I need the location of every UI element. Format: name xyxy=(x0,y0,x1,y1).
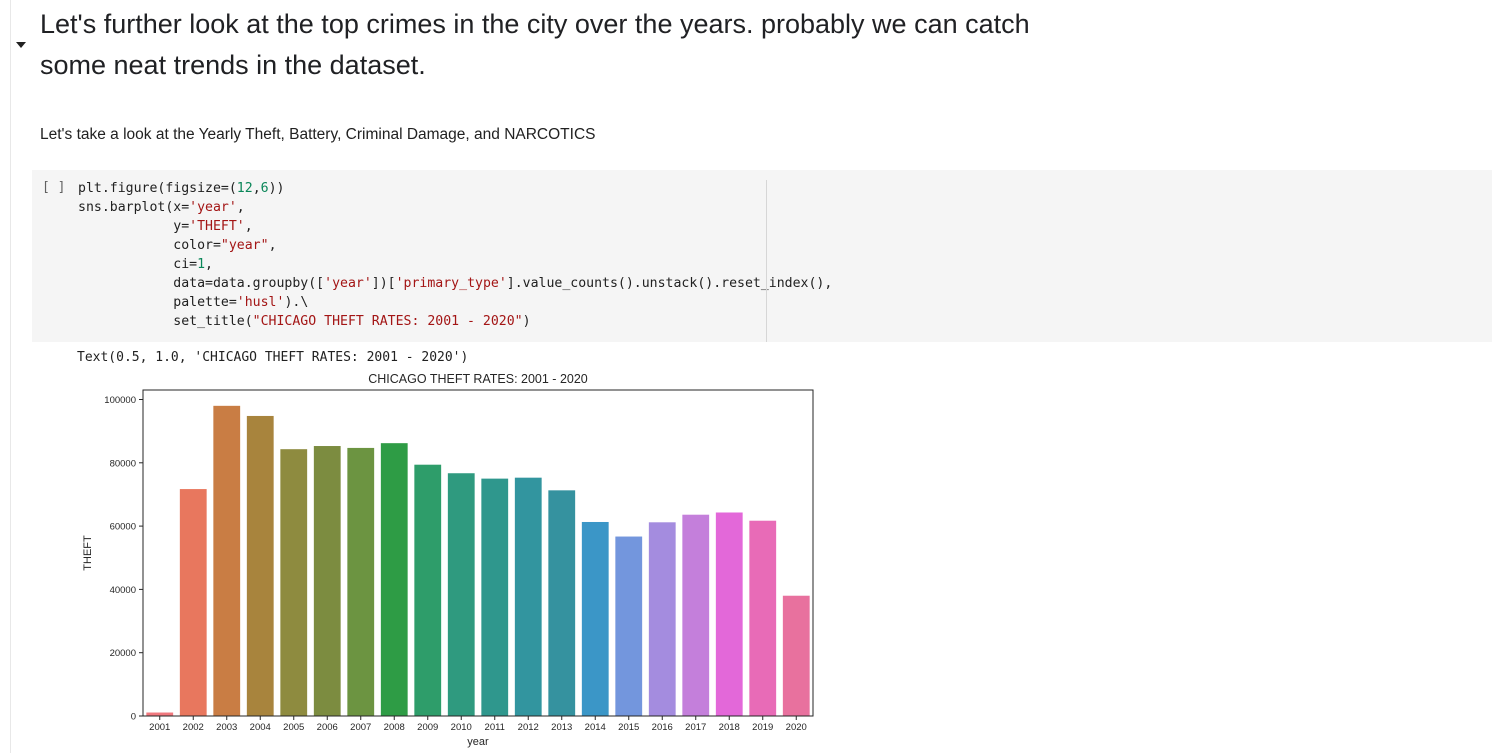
x-tick-label: 2017 xyxy=(685,722,706,733)
bar-2001 xyxy=(146,712,174,716)
y-tick-label: 80000 xyxy=(110,458,136,469)
run-cell-button[interactable]: [ ] xyxy=(42,180,66,195)
code-token: , xyxy=(244,219,253,234)
bar-2006 xyxy=(313,446,341,716)
cell-output-text: Text(0.5, 1.0, 'CHICAGO THEFT RATES: 200… xyxy=(77,350,469,365)
bar-2003 xyxy=(213,405,241,716)
bar-2011 xyxy=(481,478,509,716)
bar-2012 xyxy=(514,477,542,716)
x-tick-label: 2005 xyxy=(283,722,304,733)
bar-2017 xyxy=(682,514,710,716)
code-token: , xyxy=(236,200,245,215)
cell-gutter-line xyxy=(10,0,11,753)
x-tick-label: 2007 xyxy=(350,722,371,733)
x-tick-label: 2015 xyxy=(618,722,639,733)
code-number: 12 xyxy=(236,181,253,196)
code-token: , xyxy=(205,257,213,272)
code-cell[interactable] xyxy=(32,170,1492,342)
code-string: 'husl' xyxy=(236,295,285,310)
bar-2008 xyxy=(380,443,408,716)
code-string: "year" xyxy=(220,238,269,253)
code-token: , xyxy=(252,181,261,196)
y-tick-label: 100000 xyxy=(104,395,136,406)
code-token: plt.figure(figsize=( xyxy=(78,181,237,196)
code-token: )) xyxy=(268,181,285,196)
x-tick-label: 2012 xyxy=(518,722,539,733)
code-line: ci=1, xyxy=(78,257,213,272)
code-line: set_title("CHICAGO THEFT RATES: 2001 - 2… xyxy=(78,314,531,329)
bar-2014 xyxy=(581,521,609,716)
x-tick-label: 2001 xyxy=(149,722,170,733)
x-axis: 2001 2002 2003 2004 2005 2006 2007 2008 2009 2010… xyxy=(149,716,807,733)
code-token: , xyxy=(268,238,277,253)
code-line: y='THEFT', xyxy=(78,219,253,234)
theft-bar-chart: CHICAGO THEFT RATES: 2001 - 2020 0 20000 4… xyxy=(82,372,814,748)
bar-2007 xyxy=(347,447,375,716)
markdown-subtext: Let's take a look at the Yearly Theft, B… xyxy=(40,126,596,143)
bar-2005 xyxy=(280,449,308,716)
code-token: y= xyxy=(78,219,190,234)
bar-2002 xyxy=(179,489,207,716)
y-tick-label: 40000 xyxy=(110,585,136,596)
x-tick-label: 2013 xyxy=(551,722,572,733)
code-token: ) xyxy=(522,314,531,329)
code-string: 'THEFT' xyxy=(189,219,245,234)
bar-2015 xyxy=(615,536,643,716)
bar-2004 xyxy=(246,415,274,716)
x-tick-label: 2009 xyxy=(417,722,438,733)
code-string: 'year' xyxy=(189,200,237,215)
x-tick-label: 2016 xyxy=(652,722,673,733)
x-tick-label: 2020 xyxy=(786,722,807,733)
code-token: sns.barplot(x= xyxy=(78,200,190,215)
code-line: color="year", xyxy=(78,238,277,253)
x-tick-label: 2019 xyxy=(752,722,773,733)
plot-frame xyxy=(142,389,814,717)
bar-2013 xyxy=(548,490,576,716)
code-string: "CHICAGO THEFT RATES: 2001 - 2020" xyxy=(252,314,523,329)
y-tick-label: 0 xyxy=(131,712,136,723)
code-token: data=data.groupby([ xyxy=(78,276,325,291)
bars xyxy=(146,405,810,716)
code-number: 6 xyxy=(260,181,269,196)
y-axis: 0 20000 40000 60000 80000 100000 xyxy=(104,395,143,723)
x-tick-label: 2003 xyxy=(216,722,237,733)
code-token: ci= xyxy=(78,257,198,272)
code-line: palette='husl').\ xyxy=(78,295,308,310)
code-token: color= xyxy=(78,238,221,253)
x-tick-label: 2004 xyxy=(250,722,271,733)
x-tick-label: 2014 xyxy=(585,722,606,733)
y-tick-label: 20000 xyxy=(110,648,136,659)
bar-2009 xyxy=(414,464,442,716)
x-tick-label: 2011 xyxy=(485,722,505,733)
x-tick-label: 2010 xyxy=(451,722,472,733)
code-string: 'primary_type' xyxy=(395,276,507,291)
bar-2016 xyxy=(648,522,676,716)
code-editor[interactable]: plt.figure(figsize=(12,6)) sns.barplot(x… xyxy=(78,179,832,331)
x-axis-label: year xyxy=(467,736,489,748)
y-tick-label: 60000 xyxy=(110,522,136,533)
markdown-heading: Let's further look at the top crimes in … xyxy=(40,9,1030,80)
code-token: ].value_counts().unstack().reset_index()… xyxy=(506,276,833,291)
chart-title: CHICAGO THEFT RATES: 2001 - 2020 xyxy=(368,372,588,386)
editor-ruler xyxy=(766,180,767,342)
code-line: sns.barplot(x='year', xyxy=(78,200,245,215)
x-tick-label: 2018 xyxy=(719,722,740,733)
code-token: ])[ xyxy=(371,276,396,291)
collapse-section-icon[interactable] xyxy=(16,42,26,48)
code-token: palette= xyxy=(78,295,237,310)
bar-2018 xyxy=(715,512,743,716)
bar-2020 xyxy=(782,595,810,716)
code-line: plt.figure(figsize=(12,6)) xyxy=(78,181,284,196)
code-number: 1 xyxy=(197,257,206,272)
code-line: data=data.groupby(['year'])['primary_typ… xyxy=(78,276,832,291)
y-axis-label: THEFT xyxy=(82,535,94,571)
x-tick-label: 2002 xyxy=(183,722,204,733)
bar-2019 xyxy=(749,520,777,716)
x-tick-label: 2008 xyxy=(384,722,405,733)
bar-2010 xyxy=(447,473,475,716)
code-string: 'year' xyxy=(324,276,372,291)
code-token: set_title( xyxy=(78,314,253,329)
code-token: ).\ xyxy=(284,295,309,310)
x-tick-label: 2006 xyxy=(317,722,338,733)
